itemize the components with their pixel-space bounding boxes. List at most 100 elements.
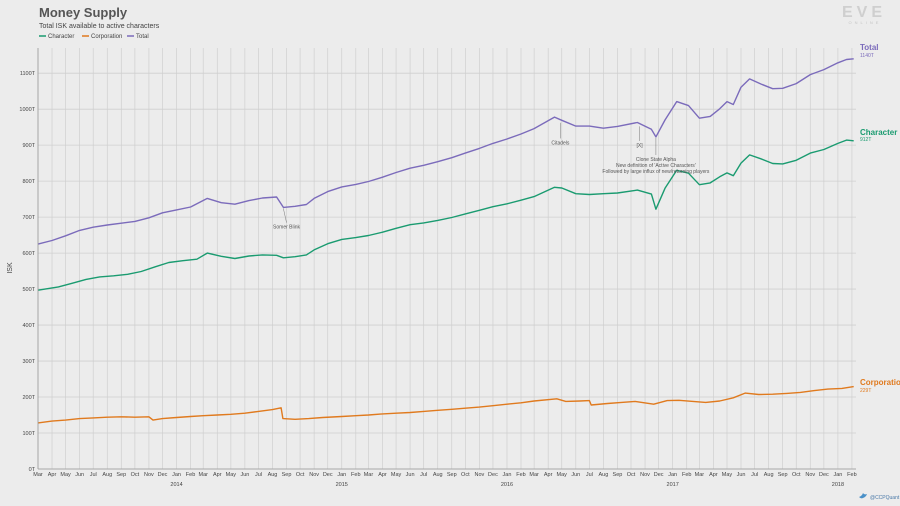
x-tick-label: Jan — [503, 472, 512, 478]
x-tick-label: Nov — [309, 472, 319, 478]
x-tick-label: Apr — [709, 472, 718, 478]
x-tick-label: Mar — [529, 472, 539, 478]
end-value-total: 1140T — [860, 53, 874, 59]
series-layer — [37, 58, 854, 424]
x-tick-label: Aug — [102, 472, 112, 478]
series-line-total — [37, 58, 854, 245]
y-tick-label: 200T — [22, 395, 35, 401]
x-tick-label: May — [60, 472, 71, 478]
y-tick-label: 100T — [22, 431, 35, 437]
x-tick-label: Dec — [158, 472, 168, 478]
x-tick-label: Feb — [847, 472, 856, 478]
x-tick-label: Mar — [695, 472, 705, 478]
credit-handle: @CCPQuant — [870, 495, 900, 501]
x-tick-label: Apr — [378, 472, 387, 478]
x-tick-label: Dec — [819, 472, 829, 478]
x-tick-label: Nov — [640, 472, 650, 478]
x-tick-label: Jul — [255, 472, 262, 478]
y-tick-label: 0T — [29, 467, 36, 473]
x-tick-label: May — [391, 472, 402, 478]
x-tick-label: Apr — [544, 472, 553, 478]
x-tick-label: Oct — [131, 472, 140, 478]
x-tick-label: May — [722, 472, 733, 478]
twitter-bird-icon — [859, 493, 867, 499]
x-tick-label: Nov — [144, 472, 154, 478]
legend-label-corporation: Corporation — [91, 34, 122, 40]
y-tick-label: 1100T — [20, 71, 36, 77]
y-tick-label: 300T — [22, 359, 35, 365]
x-tick-label: May — [557, 472, 568, 478]
x-tick-label: Feb — [351, 472, 360, 478]
x-tick-label: Apr — [48, 472, 57, 478]
annotation-somer-blink-text: Somer Blink — [273, 225, 300, 231]
eve-online-logo: EVE ONLINE — [842, 4, 886, 25]
x-tick-label: Jul — [751, 472, 758, 478]
x-tick-label: Jun — [75, 472, 84, 478]
y-tick-label: 700T — [22, 215, 35, 221]
x-tick-label: Nov — [474, 472, 484, 478]
x-tick-label: Oct — [461, 472, 470, 478]
x-tick-label: Nov — [805, 472, 815, 478]
x-tick-label: Aug — [599, 472, 609, 478]
x-tick-label: Apr — [213, 472, 222, 478]
x-year-label: 2016 — [501, 482, 513, 488]
logo-online-text: ONLINE — [849, 20, 882, 25]
x-tick-label: Mar — [364, 472, 374, 478]
chart-title: Money Supply — [39, 5, 128, 20]
logo-eve-text: EVE — [842, 4, 886, 21]
x-tick-label: Feb — [516, 472, 525, 478]
annotation-clone-state-alpha-text: Clone State Alpha — [636, 157, 676, 163]
x-year-label: 2018 — [832, 482, 844, 488]
x-tick-label: Oct — [792, 472, 801, 478]
x-tick-label: Oct — [627, 472, 636, 478]
x-tick-label: Jun — [571, 472, 580, 478]
chart-subtitle: Total ISK available to active characters — [39, 23, 160, 30]
x-year-label: 2017 — [667, 482, 679, 488]
x-tick-label: Sep — [447, 472, 457, 478]
x-tick-label: Jun — [737, 472, 746, 478]
end-label-character: Character — [860, 128, 897, 137]
x-tick-label: Jan — [668, 472, 677, 478]
x-tick-label: Sep — [116, 472, 126, 478]
annotation-clone-state-alpha-text: Followed by large influx of new/returnin… — [602, 169, 709, 175]
twitter-credit: @CCPQuant — [859, 493, 900, 501]
x-tick-label: Jul — [90, 472, 97, 478]
x-tick-label: Dec — [654, 472, 664, 478]
x-tick-label: Jun — [240, 472, 249, 478]
x-tick-label: Sep — [778, 472, 788, 478]
x-tick-label: Aug — [268, 472, 278, 478]
annotation-x-text: [X] — [637, 143, 644, 149]
x-tick-label: Aug — [764, 472, 774, 478]
legend-label-total: Total — [136, 34, 149, 40]
legend-label-character: Character — [48, 34, 74, 40]
x-tick-label: Dec — [323, 472, 333, 478]
x-tick-label: Feb — [682, 472, 691, 478]
legend: Character Corporation Total — [39, 34, 149, 40]
series-line-corporation — [37, 385, 854, 424]
x-tick-label: Jun — [406, 472, 415, 478]
x-tick-label: Sep — [613, 472, 623, 478]
x-tick-label: Sep — [282, 472, 292, 478]
y-tick-label: 400T — [22, 323, 35, 329]
x-tick-label: Feb — [186, 472, 195, 478]
annotation-clone-state-alpha-text: New definition of 'Active Characters' — [616, 163, 696, 169]
x-tick-label: Mar — [33, 472, 43, 478]
annotation-layer: Somer Blink Citadels [X] Clone State AlphaN… — [273, 122, 710, 231]
annotation-somer-blink-leader — [283, 208, 287, 223]
x-year-label: 2014 — [170, 482, 182, 488]
x-tick-label: Oct — [296, 472, 305, 478]
y-tick-label: 900T — [22, 143, 35, 149]
series-line-character — [37, 139, 854, 291]
annotation-citadels-text: Citadels — [551, 140, 570, 146]
x-tick-label: May — [226, 472, 237, 478]
y-tick-label: 1000T — [19, 107, 35, 113]
x-tick-label: Mar — [198, 472, 208, 478]
x-tick-label: Jan — [833, 472, 842, 478]
y-tick-label: 600T — [22, 251, 35, 257]
axis-layer: Mar Apr May Jun Jul Aug Sep Oct Nov Dec Jan Feb Mar A… — [19, 48, 857, 488]
end-label-corporation: Corporation — [860, 378, 900, 387]
end-label-total: Total — [860, 43, 879, 52]
grid-layer — [37, 48, 856, 470]
